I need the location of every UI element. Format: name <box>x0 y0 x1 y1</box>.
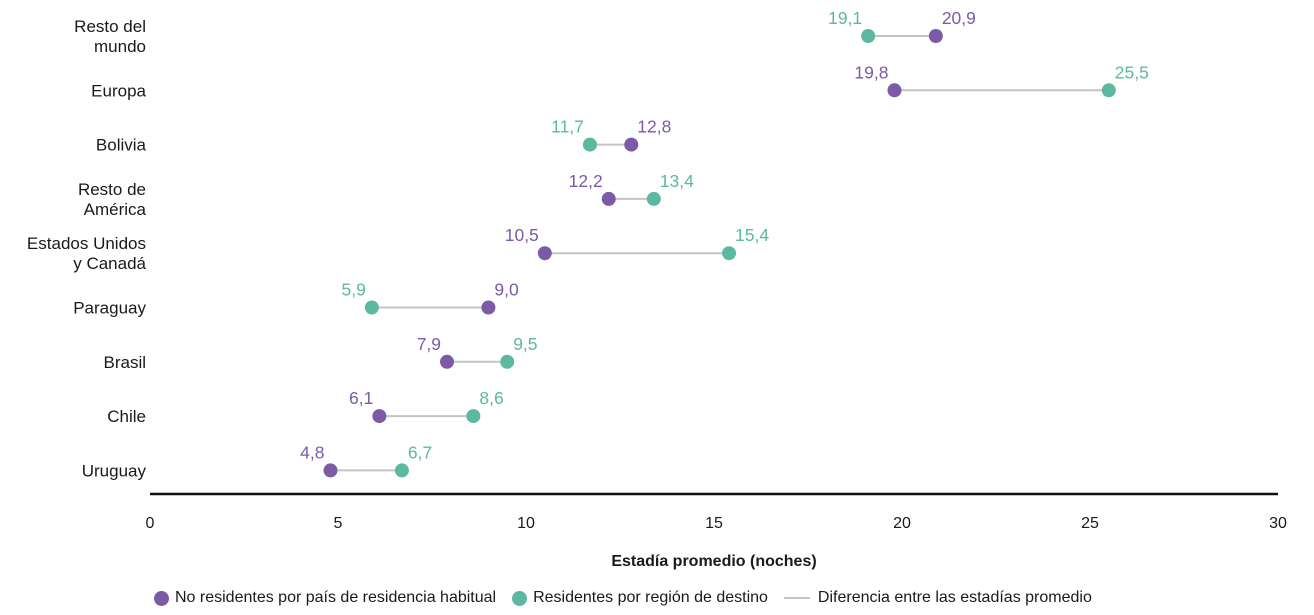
category-row: Estados Unidos y Canadá 10,5 15,4 <box>27 225 769 273</box>
value-label-no-residentes: 4,8 <box>300 442 324 462</box>
legend: No residentes por país de residencia hab… <box>154 589 1108 607</box>
legend-item-residentes: Residentes por región de destino <box>512 589 768 607</box>
category-label-line: Estados Unidos <box>27 234 146 253</box>
legend-label-no-residentes: No residentes por país de residencia hab… <box>175 589 497 606</box>
point-no-residentes <box>323 463 338 478</box>
category-row: Resto de América 12,2 13,4 <box>78 171 694 219</box>
category-label-line: Resto del <box>74 17 146 36</box>
point-no-residentes <box>440 354 455 369</box>
value-label-residentes: 13,4 <box>660 171 694 191</box>
category-row: Brasil 7,9 9,5 <box>103 334 537 372</box>
category-label: Resto de América <box>78 180 147 219</box>
x-tick-label: 0 <box>146 515 155 532</box>
value-label-no-residentes: 9,0 <box>494 280 519 300</box>
dot-range-chart: Resto del mundo 20,9 19,1 Europa 19,8 25,5 Boli… <box>27 8 1287 570</box>
value-label-residentes: 15,4 <box>735 225 769 245</box>
category-label-line: Europa <box>91 81 146 100</box>
category-label-line: Uruguay <box>82 461 147 480</box>
point-residentes <box>646 191 661 206</box>
value-label-residentes: 25,5 <box>1115 62 1149 82</box>
point-no-residentes <box>887 83 902 98</box>
chart-rows: Resto del mundo 20,9 19,1 Europa 19,8 25,5 Boli… <box>27 8 1149 480</box>
legend-item-diferencia: Diferencia entre las estadías promedio <box>783 589 1092 607</box>
value-label-residentes: 19,1 <box>828 8 862 28</box>
value-label-no-residentes: 19,8 <box>854 62 888 82</box>
green-dot-icon <box>512 590 528 606</box>
x-tick-label: 20 <box>893 515 911 532</box>
x-tick-label: 15 <box>705 515 723 532</box>
value-label-no-residentes: 10,5 <box>505 225 539 245</box>
category-row: Uruguay 4,8 6,7 <box>82 442 433 480</box>
category-row: Chile 6,1 8,6 <box>107 388 503 426</box>
value-label-no-residentes: 6,1 <box>349 388 373 408</box>
category-label: Europa <box>91 81 146 100</box>
legend-label-residentes: Residentes por región de destino <box>533 589 768 606</box>
category-label: Brasil <box>103 353 146 372</box>
category-label: Resto del mundo <box>74 17 146 56</box>
value-label-residentes: 8,6 <box>479 388 503 408</box>
category-row: Bolivia 12,8 11,7 <box>96 117 671 155</box>
legend-label-diferencia: Diferencia entre las estadías promedio <box>817 589 1092 606</box>
category-label: Uruguay <box>82 461 147 480</box>
x-axis-title: Estadía promedio (noches) <box>611 553 816 570</box>
point-no-residentes <box>624 137 639 152</box>
point-residentes <box>722 246 737 261</box>
point-residentes <box>1101 83 1116 98</box>
point-no-residentes <box>481 300 496 315</box>
category-row: Europa 19,8 25,5 <box>91 62 1149 100</box>
x-tick-label: 5 <box>334 515 343 532</box>
point-residentes <box>394 463 409 478</box>
value-label-no-residentes: 7,9 <box>417 334 441 354</box>
category-label-line: Brasil <box>103 353 146 372</box>
value-label-residentes: 11,7 <box>551 117 584 137</box>
point-no-residentes <box>601 191 616 206</box>
category-label-line: Resto de <box>78 180 146 199</box>
category-label-line: y Canadá <box>73 254 146 273</box>
x-tick-label: 10 <box>517 515 535 532</box>
point-residentes <box>861 29 876 43</box>
x-tick-labels: 0 5 10 15 20 25 30 <box>146 515 1287 532</box>
category-label-line: América <box>84 200 147 219</box>
category-row: Paraguay 9,0 5,9 <box>73 280 519 318</box>
x-tick-label: 25 <box>1081 515 1099 532</box>
point-residentes <box>364 300 379 315</box>
value-label-no-residentes: 20,9 <box>942 8 976 28</box>
value-label-no-residentes: 12,2 <box>569 171 603 191</box>
point-residentes <box>582 137 597 152</box>
point-no-residentes <box>928 29 943 43</box>
category-label-line: mundo <box>94 37 146 56</box>
point-residentes <box>466 409 481 424</box>
value-label-residentes: 5,9 <box>342 280 366 300</box>
point-no-residentes <box>372 409 387 424</box>
gray-line-icon <box>783 597 810 599</box>
category-label: Chile <box>107 407 146 426</box>
category-label-line: Paraguay <box>73 299 146 318</box>
point-no-residentes <box>537 246 552 261</box>
purple-dot-icon <box>154 590 169 606</box>
category-label: Bolivia <box>96 136 147 155</box>
value-label-residentes: 6,7 <box>408 442 432 462</box>
x-tick-label: 30 <box>1269 515 1287 532</box>
point-residentes <box>500 354 515 369</box>
category-label-line: Bolivia <box>96 136 147 155</box>
value-label-no-residentes: 12,8 <box>637 117 671 137</box>
category-row: Resto del mundo 20,9 19,1 <box>74 8 976 56</box>
value-label-residentes: 9,5 <box>513 334 537 354</box>
category-label-line: Chile <box>107 407 146 426</box>
legend-item-no-residentes: No residentes por país de residencia hab… <box>154 589 496 607</box>
category-label: Paraguay <box>73 299 146 318</box>
category-label: Estados Unidos y Canadá <box>27 234 147 273</box>
